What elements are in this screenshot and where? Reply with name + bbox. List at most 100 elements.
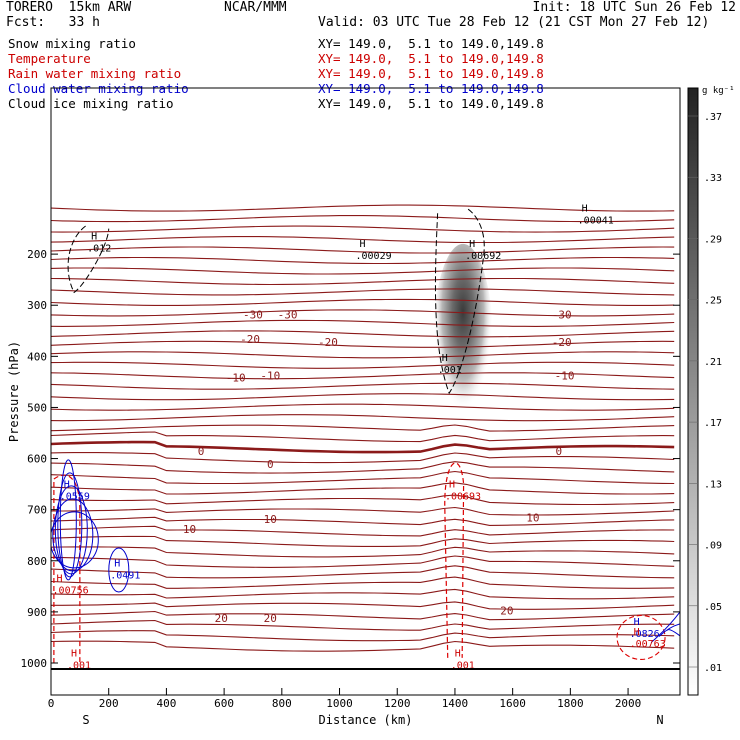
isotherm-line (51, 482, 675, 495)
max-value-label: .0559 (60, 491, 90, 502)
max-value-label: .00763 (630, 639, 666, 650)
x-tick-label: 400 (156, 697, 176, 710)
isotherm-line (51, 393, 675, 401)
xsec-info-snow: XY= 149.0, 5.1 to 149.0,149.8 (318, 36, 544, 51)
y-tick-label: 200 (27, 248, 47, 261)
isotherm-label: 0 (198, 445, 205, 458)
colorbar-label: .37 (704, 112, 722, 123)
max-marker-h: H (71, 649, 77, 660)
rain-contour-north (616, 614, 666, 660)
x-tick-label: 800 (272, 697, 292, 710)
isotherm-label: -20 (552, 336, 572, 349)
max-value-label: .00692 (465, 251, 501, 262)
x-tick-label: 1800 (557, 697, 584, 710)
isotherm-label: 10 (183, 523, 196, 536)
y-tick-label: 400 (27, 350, 47, 363)
max-value-label: .00756 (53, 585, 89, 596)
max-value-label: .001 (438, 365, 462, 376)
y-tick-label: 600 (27, 453, 47, 466)
colorbar-label: .33 (704, 173, 722, 184)
ice-contour-west (67, 225, 110, 294)
isotherm-line (51, 309, 675, 317)
colorbar-label: .09 (704, 541, 722, 552)
isotherm-line (51, 640, 675, 652)
xsec-info-rain: XY= 149.0, 5.1 to 149.0,149.8 (318, 66, 544, 81)
max-marker-h: H (114, 559, 120, 570)
max-value-label: .012 (87, 243, 111, 254)
max-value-label: .0826 (630, 629, 660, 640)
isotherm-line (51, 340, 675, 348)
isotherm-label: 0 (267, 458, 274, 471)
x-tick-label: 2000 (615, 697, 642, 710)
ice-contour (434, 207, 485, 395)
legend-temperature: Temperature (8, 51, 91, 66)
isotherm-line (51, 525, 675, 537)
isotherm-line (51, 565, 675, 579)
max-marker-h: H (91, 231, 97, 242)
max-marker-h: H (455, 649, 461, 660)
max-marker-h: H (469, 239, 475, 250)
max-value-label: .00693 (445, 491, 481, 502)
cloud-water-contour-north (658, 623, 680, 637)
isotherm-label: -20 (318, 336, 338, 349)
y-tick-label: 1000 (21, 657, 48, 670)
cloud-water-contour (57, 472, 83, 578)
isotherm-line (51, 403, 675, 411)
isotherm-line (51, 516, 675, 526)
isotherm-line (51, 535, 675, 547)
plot-frame (50, 87, 681, 696)
isotherm-line (51, 546, 675, 558)
cloud-water-contour-north (650, 611, 680, 643)
isotherm-label: -20 (240, 333, 260, 346)
legend-snow: Snow mixing ratio (8, 36, 136, 51)
isotherm-line (51, 351, 675, 359)
isotherm-label: 20 (264, 612, 277, 625)
isotherm-label: -10 (555, 369, 575, 382)
cloud-water-contour-mid (108, 547, 130, 593)
isotherm-line (51, 267, 675, 275)
colorbar (687, 87, 699, 696)
isotherm-line (51, 506, 675, 516)
isotherm-label: -30 (243, 308, 263, 321)
max-marker-h: H (64, 479, 70, 490)
isotherm-label: 10 (264, 513, 277, 526)
isotherm-label: 0 (556, 445, 563, 458)
x-tick-label: 0 (48, 697, 55, 710)
isotherm-line (51, 452, 675, 464)
isotherm-line (51, 555, 675, 568)
x-tick-label: 1200 (384, 697, 411, 710)
model-name: TORERO 15km ARW (6, 0, 132, 15)
x-tick-label: 1600 (499, 697, 526, 710)
valid-time: Valid: 03 UTC Tue 28 Feb 12 (21 CST Mon … (318, 15, 710, 30)
isotherm-line (51, 494, 675, 506)
xsec-info-cloud-ice: XY= 149.0, 5.1 to 149.0,149.8 (318, 96, 544, 111)
isotherm-line (51, 382, 675, 390)
colorbar-label: .21 (704, 357, 722, 368)
y-tick-label: 700 (27, 504, 47, 517)
rain-contour (444, 462, 465, 658)
isotherm-line (51, 576, 675, 589)
isotherm-line (51, 288, 675, 296)
max-value-label: .001 (67, 661, 91, 672)
isotherm-line (51, 215, 675, 223)
colorbar-unit: g kg⁻¹ (702, 86, 735, 96)
cloud-water-contour (59, 459, 77, 581)
max-marker-h: H (582, 203, 588, 214)
isotherm-line (51, 424, 675, 432)
center-name: NCAR/MMM (224, 0, 287, 15)
isotherm-line (51, 361, 675, 369)
rain-contour-west (53, 474, 81, 663)
isotherm-line (51, 431, 675, 443)
isotherm-line (51, 630, 675, 642)
y-tick-label: 900 (27, 606, 47, 619)
y-tick-label: 300 (27, 299, 47, 312)
isotherm-line (51, 601, 675, 610)
isotherm-label: 10 (526, 511, 539, 524)
isotherm-label: -30 (552, 308, 572, 321)
max-value-label: .00041 (578, 215, 614, 226)
legend-cloud-ice: Cloud ice mixing ratio (8, 96, 174, 111)
max-value-label: .00029 (356, 251, 392, 262)
x-axis-label: Distance (km) (319, 713, 413, 727)
isotherm-line (51, 414, 675, 422)
